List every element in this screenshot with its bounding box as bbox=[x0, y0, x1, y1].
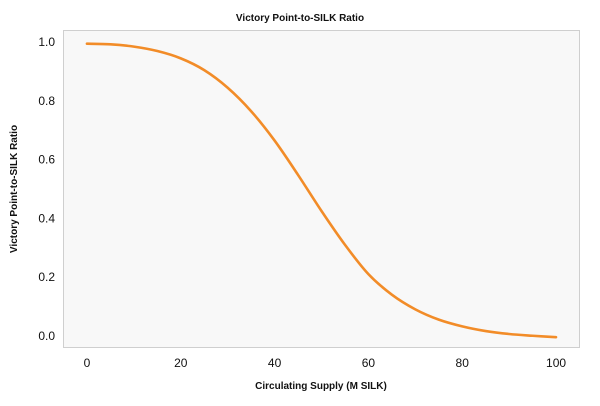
y-tick-label: 0.2 bbox=[38, 270, 55, 284]
y-tick-label: 0.0 bbox=[38, 329, 55, 343]
x-tick-label: 80 bbox=[456, 356, 470, 370]
plot-area bbox=[63, 30, 580, 348]
y-tick-label: 0.4 bbox=[38, 211, 55, 225]
y-tick-label: 0.6 bbox=[38, 153, 55, 167]
y-tick-label: 0.8 bbox=[38, 94, 55, 108]
x-tick-label: 0 bbox=[84, 356, 91, 370]
series-line bbox=[85, 42, 558, 339]
y-tick-label: 1.0 bbox=[38, 35, 55, 49]
series-layer bbox=[85, 42, 558, 339]
x-tick-label: 60 bbox=[362, 356, 376, 370]
y-axis-label: Victory Point-to-SILK Ratio bbox=[9, 125, 20, 253]
x-tick-label: 40 bbox=[268, 356, 282, 370]
x-axis-label: Circulating Supply (M SILK) bbox=[255, 381, 387, 392]
x-axis-ticks: 0 20 40 60 80 100 bbox=[84, 356, 567, 370]
chart-title: Victory Point-to-SILK Ratio bbox=[236, 13, 364, 24]
x-tick-label: 20 bbox=[174, 356, 188, 370]
y-axis-ticks: 0.0 0.2 0.4 0.6 0.8 1.0 bbox=[38, 35, 55, 343]
x-tick-label: 100 bbox=[546, 356, 566, 370]
